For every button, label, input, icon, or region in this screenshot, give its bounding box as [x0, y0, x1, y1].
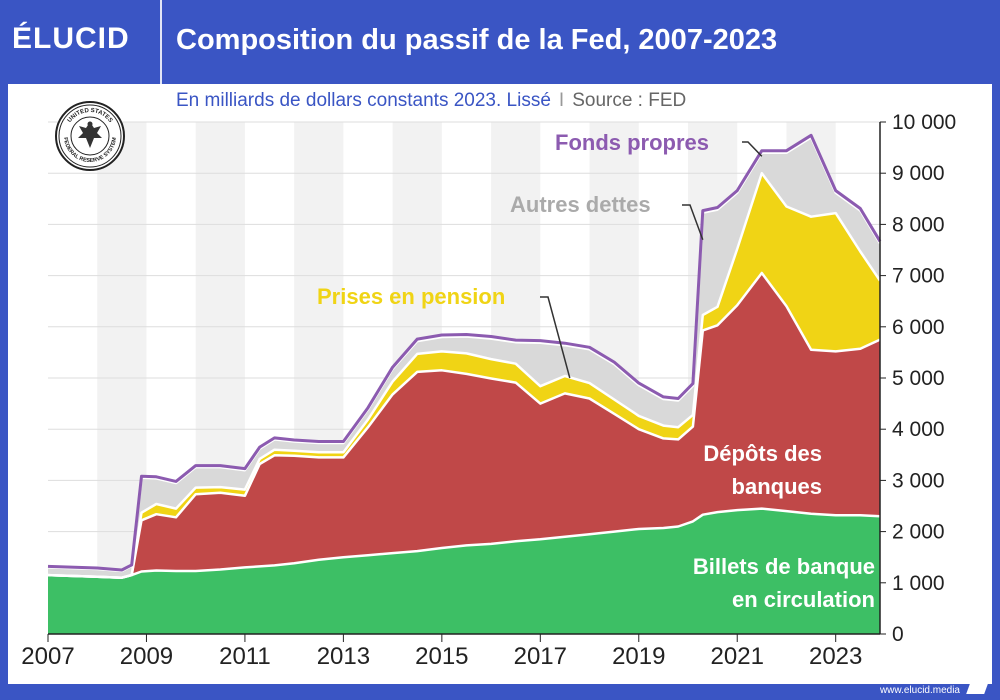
subtitle-main: En milliards de dollars constants 2023. …: [176, 90, 551, 111]
y-tick-label: 10 000: [892, 111, 956, 134]
leader-prises-en-pension: [540, 296, 571, 379]
leader-fonds-propres: [742, 141, 763, 157]
x-tick-label: 2021: [711, 643, 764, 670]
fed-seal-icon: UNITED STATES FEDERAL RESERVE SYSTEM: [55, 101, 125, 171]
chart-title: Composition du passif de la Fed, 2007-20…: [176, 24, 778, 56]
footer-logo-icon: [966, 684, 988, 694]
y-tick-label: 7 000: [892, 265, 945, 288]
area-depots: [48, 273, 880, 578]
x-tick-label: 2011: [219, 643, 271, 670]
y-tick-label: 1 000: [892, 572, 945, 595]
area-autres: [48, 137, 880, 578]
area-billets: [48, 508, 880, 634]
footer-url: www.elucid.media: [879, 685, 960, 696]
y-tick-label: 5 000: [892, 367, 945, 390]
y-tick-label: 3 000: [892, 469, 945, 492]
header-divider: [160, 0, 162, 84]
label-depots-des-banques: Dépôts des banques: [703, 441, 822, 499]
label-prises-en-pension: Prises en pension: [317, 284, 505, 309]
x-tick-label: 2009: [120, 643, 173, 670]
x-tick-label: 2013: [317, 643, 370, 670]
x-tick-label: 2015: [415, 643, 468, 670]
line-billets-top: [47, 507, 881, 579]
subtitle-separator: I: [558, 90, 565, 111]
leader-autres-dettes: [682, 204, 704, 241]
label-autres-dettes: Autres dettes: [510, 192, 651, 217]
line-prises-top: [47, 171, 882, 579]
y-tick-label: 6 000: [892, 316, 945, 339]
brand-logo: ÉLUCID: [12, 22, 130, 55]
chart-subtitle: En milliards de dollars constants 2023. …: [176, 90, 686, 112]
line-depots-top: [47, 271, 881, 579]
y-tick-label: 8 000: [892, 213, 945, 236]
x-tick-label: 2007: [21, 643, 74, 670]
label-billets-de-banque: Billets de banque en circulation: [693, 554, 875, 612]
y-tick-label: 2 000: [892, 521, 945, 544]
x-tick-label: 2023: [809, 643, 862, 670]
header: ÉLUCID Composition du passif de la Fed, …: [0, 0, 1000, 84]
subtitle-source: Source : FED: [572, 90, 687, 111]
y-tick-label: 0: [892, 623, 904, 646]
x-tick-label: 2017: [514, 643, 567, 670]
area-prises: [48, 173, 880, 578]
label-fonds-propres: Fonds propres: [555, 130, 709, 155]
y-tick-label: 9 000: [892, 162, 945, 185]
line-fonds-propres: [47, 133, 882, 572]
y-tick-label: 4 000: [892, 418, 945, 441]
x-tick-label: 2019: [612, 643, 665, 670]
